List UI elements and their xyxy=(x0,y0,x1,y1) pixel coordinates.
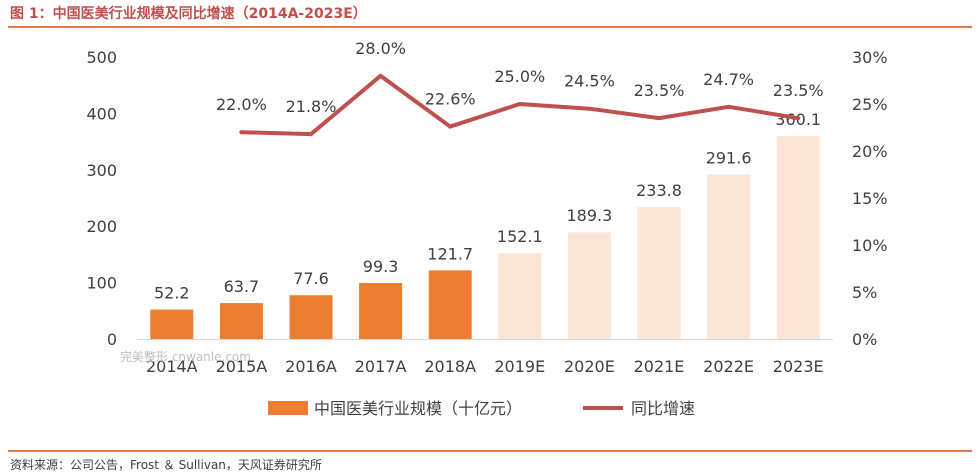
legend-label-line: 同比增速 xyxy=(631,399,695,418)
bar xyxy=(567,232,611,339)
x-tick-label: 2014A xyxy=(146,357,198,376)
bar-data-label: 121.7 xyxy=(427,244,473,263)
growth-data-label: 22.6% xyxy=(425,90,476,109)
legend-label-bar: 中国医美行业规模（十亿元） xyxy=(314,399,522,418)
y-left-tick-label: 400 xyxy=(86,104,117,123)
bar-data-label: 63.7 xyxy=(224,277,260,296)
bar xyxy=(428,270,472,339)
bar-data-label: 189.3 xyxy=(566,206,612,225)
growth-data-label: 28.0% xyxy=(355,39,406,58)
y-left-tick-label: 100 xyxy=(86,274,117,293)
bar xyxy=(498,253,542,339)
y-left-tick-label: 500 xyxy=(86,48,117,67)
x-tick-label: 2023E xyxy=(773,357,824,376)
bar-data-label: 77.6 xyxy=(293,269,329,288)
y-right-tick-label: 10% xyxy=(852,236,888,255)
x-tick-label: 2018A xyxy=(424,357,476,376)
growth-point xyxy=(378,73,383,78)
bar xyxy=(219,303,263,339)
x-tick-label: 2017A xyxy=(355,357,407,376)
x-tick-label: 2020E xyxy=(564,357,615,376)
growth-data-label: 23.5% xyxy=(773,81,824,100)
chart-title: 图 1：中国医美行业规模及同比增速（2014A-2023E） xyxy=(10,6,367,22)
y-right-tick-label: 20% xyxy=(852,142,888,161)
growth-point xyxy=(309,132,313,137)
growth-point xyxy=(448,124,453,129)
x-tick-label: 2021E xyxy=(634,357,685,376)
x-tick-label: 2016A xyxy=(285,357,337,376)
bar xyxy=(637,207,681,339)
legend-swatch-bar xyxy=(268,401,308,415)
x-tick-label: 2022E xyxy=(703,357,754,376)
bar-data-label: 233.8 xyxy=(636,181,682,200)
growth-data-label: 21.8% xyxy=(286,97,337,116)
y-right-tick-label: 30% xyxy=(852,48,888,67)
y-right-tick-label: 25% xyxy=(852,95,888,114)
growth-data-label: 24.5% xyxy=(564,72,615,91)
chart-area: 0 100 200 300 400 500 0% 5% 10% 15% 20% 25% 30% 52.2 6… xyxy=(86,39,888,418)
y-left-tick-label: 300 xyxy=(86,161,117,180)
y-left-tick-label: 200 xyxy=(86,217,117,236)
y-left-tick-label: 0 xyxy=(107,330,117,349)
bar xyxy=(359,282,403,339)
footer-rule xyxy=(8,450,972,452)
bar xyxy=(289,295,333,339)
title-rule xyxy=(8,26,972,28)
growth-data-label: 22.0% xyxy=(216,95,267,114)
bar-data-label: 152.1 xyxy=(497,227,543,246)
bar xyxy=(776,135,820,339)
bar xyxy=(707,174,751,339)
y-right-tick-label: 5% xyxy=(852,283,877,302)
bar xyxy=(150,309,194,339)
growth-point xyxy=(796,116,801,121)
growth-point xyxy=(517,102,522,106)
bar-data-label: 291.6 xyxy=(706,149,752,168)
growth-point xyxy=(657,116,661,121)
growth-data-label: 25.0% xyxy=(494,67,545,86)
growth-data-label: 24.7% xyxy=(703,70,754,89)
bar-data-label: 99.3 xyxy=(363,257,399,276)
x-tick-label: 2019E xyxy=(494,357,545,376)
growth-point xyxy=(726,104,731,109)
watermark-text: 完美整形 cnwanle.com xyxy=(120,349,251,364)
source-note: 资料来源：公司公告，Frost ＆ Sullivan，天风证券研究所 xyxy=(10,458,322,472)
y-right-tick-label: 0% xyxy=(852,330,877,349)
y-right-tick-label: 15% xyxy=(852,189,888,208)
growth-data-label: 23.5% xyxy=(634,81,685,100)
bar-data-label: 52.2 xyxy=(154,284,190,303)
growth-point xyxy=(239,130,244,135)
x-tick-label: 2015A xyxy=(216,357,268,376)
growth-point xyxy=(587,106,592,111)
